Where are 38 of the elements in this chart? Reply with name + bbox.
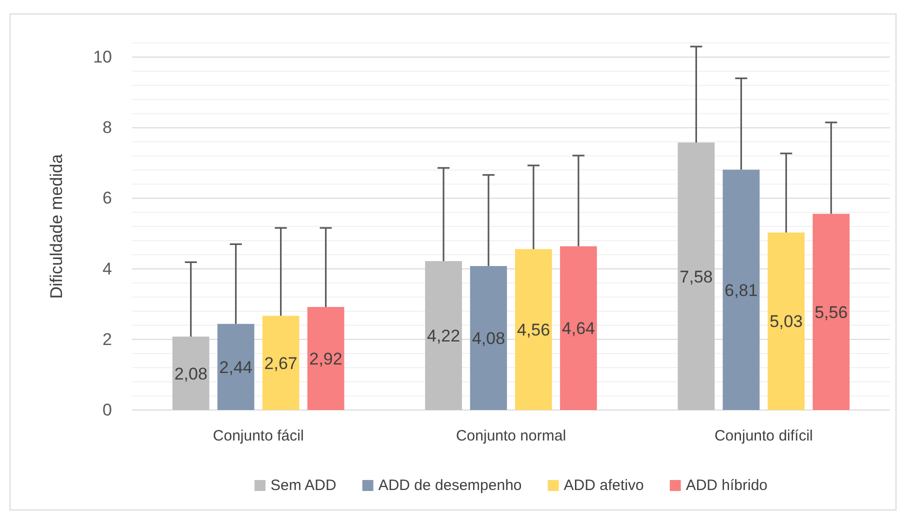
y-axis-title: Dificuldade medida (47, 154, 66, 299)
x-tick-label: Conjunto fácil (212, 428, 304, 445)
bar (678, 142, 715, 410)
legend-label: ADD de desempenho (378, 477, 522, 494)
bar (262, 316, 300, 410)
legend-label: Sem ADD (270, 477, 336, 494)
y-tick-label: 10 (93, 48, 112, 67)
bar (172, 336, 210, 410)
y-tick-label: 8 (102, 118, 112, 138)
legend-label: ADD híbrido (686, 477, 768, 494)
x-tick-label: Conjunto normal (456, 428, 566, 445)
bar (470, 266, 507, 410)
y-tick-label: 2 (102, 330, 112, 349)
data-label: 5,03 (770, 312, 803, 332)
bar (307, 306, 344, 410)
bar (515, 249, 552, 410)
x-tick-label: Conjunto difícil (714, 428, 813, 445)
y-tick-label: 4 (102, 259, 112, 278)
data-label: 4,08 (472, 329, 506, 348)
bar (722, 170, 760, 410)
bar (425, 261, 462, 410)
data-label: 2,08 (174, 364, 208, 384)
data-label: 6,81 (724, 280, 758, 300)
bar (217, 324, 254, 410)
data-label: 4,56 (516, 320, 550, 340)
data-label: 2,44 (219, 358, 252, 377)
data-label: 2,67 (264, 354, 298, 373)
legend-label: ADD afetivo (564, 477, 644, 494)
data-label: 5,56 (814, 302, 848, 322)
bar (560, 246, 597, 410)
data-label: 4,64 (562, 319, 596, 338)
bar (812, 214, 850, 410)
data-label: 4,22 (426, 326, 460, 346)
bar (768, 232, 805, 410)
data-label: 7,58 (680, 267, 713, 286)
y-tick-label: 6 (102, 188, 112, 208)
y-tick-label: 0 (102, 400, 112, 420)
data-label: 2,92 (309, 349, 342, 368)
